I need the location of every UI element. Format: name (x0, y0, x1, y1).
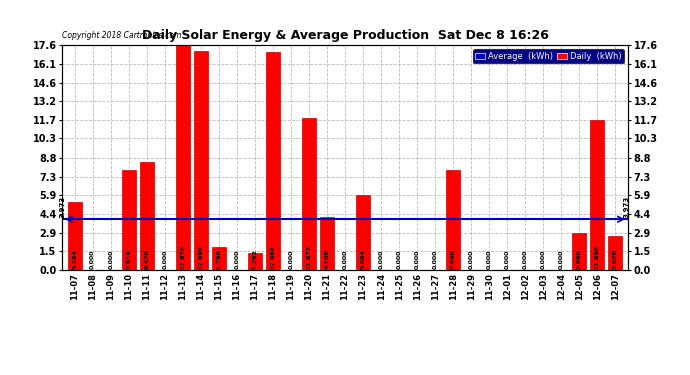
Text: 5.884: 5.884 (360, 249, 366, 269)
Bar (302, 118, 316, 270)
Text: 0.000: 0.000 (235, 250, 239, 269)
Text: 0.000: 0.000 (162, 250, 167, 269)
Bar (248, 254, 262, 270)
Text: 0.000: 0.000 (559, 250, 564, 269)
Text: 17.096: 17.096 (198, 245, 204, 269)
Title: Daily Solar Energy & Average Production  Sat Dec 8 16:26: Daily Solar Energy & Average Production … (141, 30, 549, 42)
Text: 4.108: 4.108 (324, 250, 330, 269)
Text: 7.816: 7.816 (126, 249, 131, 269)
Text: 0.000: 0.000 (397, 250, 402, 269)
Text: 11.696: 11.696 (595, 245, 600, 269)
Text: 0.000: 0.000 (433, 250, 437, 269)
Text: Copyright 2018 Cartronics.com: Copyright 2018 Cartronics.com (62, 32, 181, 40)
Text: 5.284: 5.284 (72, 249, 77, 269)
Bar (608, 236, 622, 270)
Text: 2.860: 2.860 (577, 250, 582, 269)
Bar (446, 170, 460, 270)
Bar (266, 52, 280, 270)
Bar (212, 247, 226, 270)
Text: 0.000: 0.000 (541, 250, 546, 269)
Bar (68, 202, 82, 270)
Text: 0.000: 0.000 (486, 250, 492, 269)
Text: 0.000: 0.000 (504, 250, 510, 269)
Bar (194, 51, 208, 270)
Text: 0.000: 0.000 (415, 250, 420, 269)
Text: 0.000: 0.000 (379, 250, 384, 269)
Legend: Average  (kWh), Daily  (kWh): Average (kWh), Daily (kWh) (473, 49, 624, 63)
Text: 17.876: 17.876 (180, 245, 186, 269)
Text: 2.628: 2.628 (613, 249, 618, 269)
Text: 1.292: 1.292 (253, 249, 257, 269)
Text: 0.000: 0.000 (342, 250, 348, 269)
Text: 8.420: 8.420 (144, 250, 149, 269)
Text: 0.000: 0.000 (288, 250, 293, 269)
Bar (319, 217, 334, 270)
Bar (356, 195, 371, 270)
Text: 3.973: 3.973 (60, 196, 66, 218)
Bar (572, 233, 586, 270)
Bar (176, 42, 190, 270)
Text: 1.790: 1.790 (217, 250, 221, 269)
Text: 0.000: 0.000 (90, 250, 95, 269)
Bar (121, 170, 136, 270)
Text: 0.000: 0.000 (523, 250, 528, 269)
Bar (590, 120, 604, 270)
Bar (139, 162, 154, 270)
Text: 11.872: 11.872 (306, 245, 311, 269)
Text: 7.840: 7.840 (451, 250, 455, 269)
Text: 0.000: 0.000 (108, 250, 113, 269)
Text: 0.000: 0.000 (469, 250, 473, 269)
Text: 3.973: 3.973 (624, 196, 630, 218)
Text: 17.060: 17.060 (270, 245, 275, 269)
